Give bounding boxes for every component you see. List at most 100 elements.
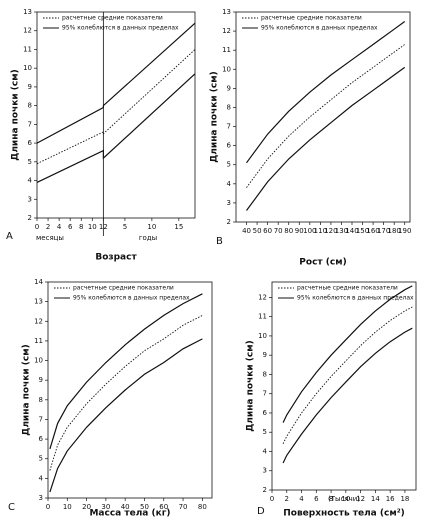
x-tick-label: 18: [400, 495, 409, 503]
x-tick-label: 50: [253, 227, 262, 235]
x-tick-label: 4: [57, 223, 62, 231]
x-tick-label: 0: [46, 503, 50, 511]
x-axis-label: Масса тела (кг): [89, 509, 170, 519]
x-axis-label: Рост (см): [299, 258, 346, 268]
y-tick-label: 11: [23, 45, 32, 53]
series-line: [36, 22, 196, 144]
y-tick-label: 13: [34, 298, 43, 306]
x-tick-label: 120: [324, 227, 337, 235]
y-tick-label: 7: [227, 123, 231, 131]
legend-label: 95% колеблются в данных пределах: [261, 25, 378, 32]
x-tick-label: 10: [88, 223, 97, 231]
legend-label: расчетные средние показатели: [297, 285, 398, 292]
x-tick-label: 70: [274, 227, 283, 235]
y-tick-label: 11: [34, 337, 43, 345]
x-tick-label: 2: [285, 495, 289, 503]
y-tick-label: 5: [39, 455, 43, 463]
x-tick-label: 10: [341, 495, 350, 503]
y-tick-label: 3: [39, 494, 43, 502]
y-tick-label: 8: [227, 103, 231, 111]
x-tick-label: 30: [101, 503, 110, 511]
x-tick-label: 110: [314, 227, 327, 235]
panel-label: C: [8, 502, 15, 513]
y-axis-label: Длина почки (см): [210, 71, 220, 162]
legend-label: расчетные средние показатели: [73, 285, 174, 292]
y-tick-label: 8: [39, 396, 43, 404]
y-tick-label: 11: [258, 313, 267, 321]
x-tick-label: 8: [329, 495, 333, 503]
y-tick-label: 11: [222, 46, 231, 54]
y-tick-label: 10: [222, 65, 231, 73]
x-tick-label: 80: [284, 227, 293, 235]
y-tick-label: 3: [263, 467, 267, 475]
y-tick-label: 7: [263, 390, 267, 398]
annotation: (Тысячи): [328, 495, 360, 503]
y-tick-label: 5: [263, 428, 267, 436]
x-tick-label: 10: [147, 223, 156, 231]
y-tick-label: 5: [28, 158, 32, 166]
x-tick-label: 14: [371, 495, 380, 503]
x-tick-label: 50: [140, 503, 149, 511]
x-tick-label: 70: [179, 503, 188, 511]
x-tick-label: 90: [295, 227, 304, 235]
plot-frame: [36, 11, 196, 219]
x-tick-label: 8: [79, 223, 83, 231]
x-tick-label: 12: [356, 495, 365, 503]
panel-label: D: [257, 506, 265, 517]
annotation: месяцы: [36, 234, 64, 242]
x-tick-label: 60: [263, 227, 272, 235]
x-tick-label: 140: [345, 227, 358, 235]
x-tick-label: 170: [377, 227, 390, 235]
plot-frame: [235, 11, 411, 223]
y-tick-label: 6: [28, 139, 33, 147]
y-tick-label: 10: [34, 357, 43, 365]
panel-label: A: [6, 231, 13, 242]
y-tick-label: 13: [222, 8, 231, 16]
series-line: [246, 66, 406, 211]
x-tick-label: 4: [299, 495, 304, 503]
x-tick-label: 60: [159, 503, 168, 511]
x-tick-label: 100: [303, 227, 316, 235]
series-line: [49, 338, 203, 493]
legend-label: 95% колеблются в данных пределах: [297, 295, 414, 302]
y-tick-label: 6: [227, 142, 232, 150]
series-line: [49, 314, 203, 471]
x-tick-label: 15: [174, 223, 183, 231]
y-tick-label: 12: [222, 27, 231, 35]
y-tick-label: 6: [263, 409, 268, 417]
x-tick-label: 20: [82, 503, 91, 511]
x-tick-label: 160: [366, 227, 379, 235]
y-tick-label: 2: [263, 486, 267, 494]
plot-frame: [47, 281, 213, 499]
x-tick-label: 180: [387, 227, 400, 235]
y-tick-label: 10: [23, 64, 32, 72]
y-axis-label: Длина почки (см): [22, 344, 32, 435]
y-tick-label: 7: [28, 120, 32, 128]
legend-label: расчетные средние показатели: [62, 15, 163, 22]
y-tick-label: 9: [227, 84, 231, 92]
y-tick-label: 8: [263, 370, 267, 378]
x-tick-label: 2: [46, 223, 50, 231]
y-tick-label: 4: [227, 180, 232, 188]
y-tick-label: 9: [39, 376, 43, 384]
x-tick-label: 40: [242, 227, 251, 235]
x-axis-label: Возраст: [95, 253, 137, 263]
plot-frame: [271, 281, 417, 491]
series-line: [36, 73, 196, 183]
x-tick-label: 40: [121, 503, 130, 511]
y-tick-label: 3: [227, 199, 231, 207]
y-tick-label: 6: [39, 435, 44, 443]
series-line: [282, 285, 413, 423]
x-tick-label: 190: [398, 227, 411, 235]
legend-label: 95% колеблются в данных пределах: [62, 25, 179, 32]
x-tick-label: 6: [68, 223, 73, 231]
y-tick-label: 9: [263, 351, 267, 359]
x-tick-label: 10: [63, 503, 72, 511]
x-tick-label: 130: [335, 227, 348, 235]
x-tick-label: 0: [270, 495, 274, 503]
y-tick-label: 4: [39, 474, 44, 482]
y-tick-label: 10: [258, 332, 267, 340]
y-tick-label: 9: [28, 83, 32, 91]
x-tick-label: 0: [35, 223, 39, 231]
